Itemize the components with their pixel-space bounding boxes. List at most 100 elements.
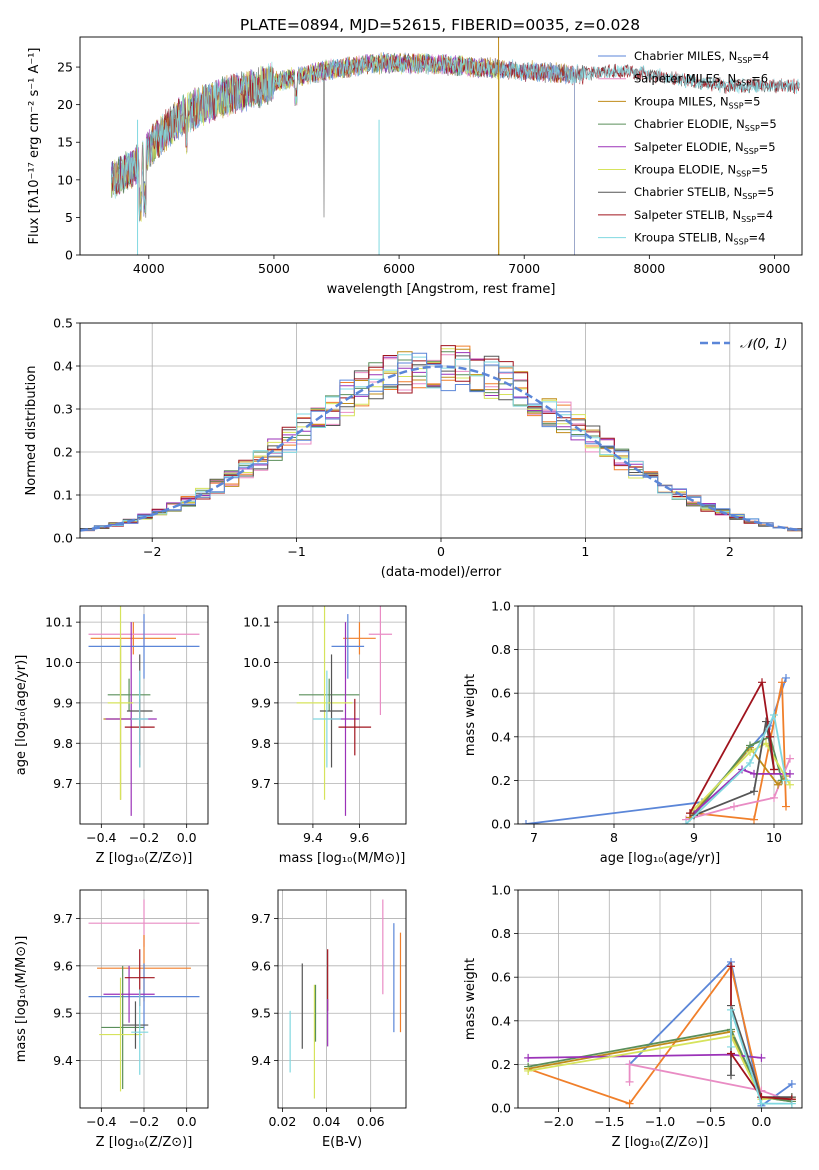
weight-marker — [625, 1060, 634, 1069]
y-tick-label: 5 — [65, 210, 73, 225]
y-tick-label: 9.5 — [251, 1006, 271, 1021]
x-tick-label: −0.2 — [129, 830, 159, 845]
y-tick-label: 9.7 — [251, 911, 271, 926]
panel-spectrum: 4000 5000 6000 7000 8000 9000 0 5 10 15 20 25 wavele… — [27, 36, 803, 297]
weight-marker — [782, 802, 790, 811]
y-tick-label: 0.4 — [53, 359, 73, 374]
x-tick-label: 4000 — [133, 261, 165, 276]
y-axis-label: Normed distribution — [24, 366, 39, 496]
weight-line — [628, 1063, 793, 1103]
y-tick-label: 9.9 — [53, 695, 73, 710]
weight-marker — [787, 1080, 796, 1089]
axes-frame — [79, 36, 803, 256]
x-tick-label: 6000 — [383, 261, 415, 276]
errorbar-point — [88, 963, 200, 1030]
x-tick-label: 7000 — [508, 261, 540, 276]
histogram — [80, 352, 802, 531]
legend-entry: Salpeter ELODIE, NSSP=5 — [634, 140, 776, 156]
weight-marker — [682, 820, 690, 824]
x-tick-label: 0.0 — [177, 830, 197, 845]
legend-count: =4 — [756, 208, 773, 222]
weight-marker — [782, 776, 790, 785]
y-tick-label: 9.7 — [251, 776, 271, 791]
y-axis-label: Flux [fλ10⁻¹⁷ erg cm⁻² s⁻¹ A⁻¹] — [27, 48, 42, 245]
y-tick-label: 9.4 — [53, 1053, 73, 1068]
legend-count: =4 — [752, 49, 769, 63]
weight-marker — [770, 765, 778, 774]
y-axis-label: mass weight — [463, 958, 478, 1040]
y-axis-label: mass weight — [463, 674, 478, 756]
plot-area — [80, 890, 208, 1108]
y-tick-label: 0.8 — [491, 926, 511, 941]
y-tick-label: 10.1 — [243, 615, 271, 630]
weight-marker — [524, 1053, 533, 1062]
panel-mass_vs_EBV: 0.02 0.04 0.06 9.4 9.5 9.6 9.7 E(B-V) — [251, 889, 407, 1150]
x-axis-label: wavelength [Angstrom, rest frame] — [327, 282, 556, 297]
spectrum-line — [111, 53, 500, 255]
panel-age_vs_Z: −0.4 −0.2 0.0 9.7 9.8 9.9 10.0 10.1 Z [log₁₀(Z/Z… — [14, 605, 209, 866]
legend-entry: Salpeter STELIB, NSSP=4 — [634, 208, 773, 224]
legend-subscript: SSP — [729, 101, 744, 110]
errorbar-point — [331, 614, 365, 679]
x-axis-label: Z [log₁₀(Z/Z⊙)] — [612, 1135, 709, 1150]
errorbar-point — [312, 670, 341, 768]
y-tick-label: 0.2 — [53, 445, 73, 460]
plot-area — [111, 37, 800, 255]
x-tick-label: −2 — [143, 544, 161, 559]
y-tick-label: 9.7 — [53, 776, 73, 791]
plot-area — [518, 890, 802, 1108]
legend-entry: Kroupa MILES, NSSP=5 — [634, 94, 760, 110]
histogram — [80, 345, 802, 532]
legend-count: =6 — [751, 72, 768, 86]
x-tick-label: 8000 — [633, 261, 665, 276]
x-tick-label: −0.2 — [129, 1114, 159, 1129]
errorbar-point — [319, 654, 344, 768]
weight-marker — [750, 815, 758, 824]
x-tick-label: 0.0 — [177, 1114, 197, 1129]
x-tick-label: −0.5 — [696, 1114, 726, 1129]
spectrum-line — [111, 52, 575, 255]
weight-marker — [787, 1099, 796, 1108]
legend-subscript: SSP — [736, 79, 751, 88]
x-axis-label: E(B-V) — [322, 1135, 362, 1150]
panel-mass_vs_Z: −0.4 −0.2 0.0 9.4 9.5 9.6 9.7 Z [log₁₀(Z/Z⊙)] ma… — [14, 889, 209, 1150]
legend-subscript: SSP — [744, 147, 759, 156]
x-tick-label: 8 — [610, 830, 618, 845]
errorbar-point — [338, 698, 372, 756]
plot-area — [278, 890, 406, 1108]
weight-marker — [524, 1066, 533, 1075]
y-tick-label: 10.0 — [243, 655, 271, 670]
weight-marker — [762, 739, 770, 748]
legend-entry: Chabrier MILES, NSSP=4 — [634, 49, 769, 65]
x-tick-label: 5000 — [258, 261, 290, 276]
errorbar-point — [298, 678, 360, 711]
errorbar-point — [122, 1001, 149, 1049]
y-tick-label: 1.0 — [491, 599, 511, 614]
y-tick-label: 0.0 — [491, 1101, 511, 1116]
weight-marker — [778, 678, 786, 687]
x-axis-label: (data-model)/error — [381, 565, 502, 580]
x-axis-label: Z [log₁₀(Z/Z⊙)] — [96, 1135, 193, 1150]
weight-marker — [758, 678, 766, 687]
errorbar-point — [296, 606, 353, 800]
errorbar-point — [101, 965, 144, 1090]
y-tick-label: 0.6 — [491, 970, 511, 985]
weight-line — [693, 720, 775, 817]
gaussian-curve — [80, 365, 802, 532]
weight-marker — [766, 732, 774, 741]
weight-marker — [746, 748, 754, 757]
x-tick-label: 0.02 — [268, 1114, 296, 1129]
weight-marker — [782, 673, 790, 682]
weight-marker — [522, 820, 530, 824]
y-tick-label: 0.5 — [53, 316, 73, 331]
y-tick-label: 9.6 — [53, 958, 73, 973]
errorbar-point — [103, 965, 155, 1023]
weight-marker — [770, 711, 778, 719]
x-tick-label: −1.0 — [645, 1114, 675, 1129]
y-tick-label: 0.0 — [53, 531, 73, 546]
weight-line — [730, 1009, 792, 1105]
spectrum-line — [111, 52, 500, 255]
legend-count: =5 — [757, 185, 774, 199]
x-tick-label: 9000 — [759, 261, 791, 276]
y-tick-label: 9.6 — [251, 958, 271, 973]
